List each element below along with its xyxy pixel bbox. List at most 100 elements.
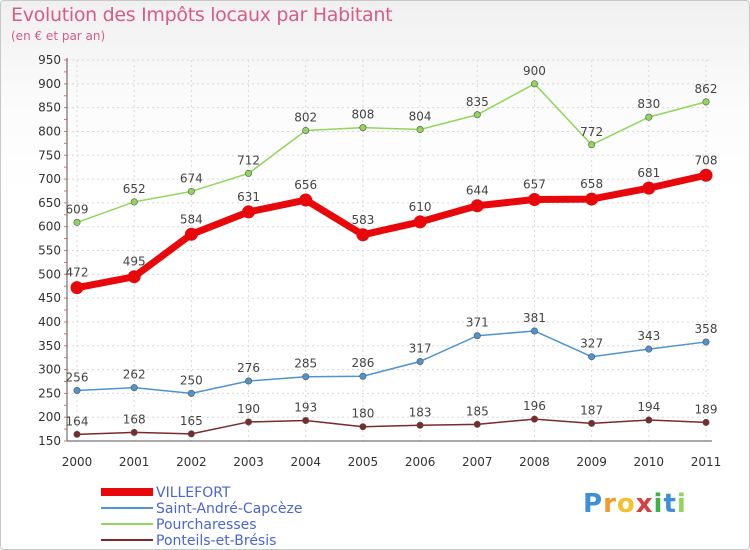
data-point xyxy=(73,387,81,395)
legend-label: Ponteils-et-Brésis xyxy=(156,533,277,549)
y-tick-label: 200 xyxy=(38,410,61,424)
legend-swatch xyxy=(101,539,153,541)
y-tick-label: 350 xyxy=(38,339,61,353)
legend-item: Pourcharesses xyxy=(101,517,302,533)
data-point xyxy=(413,215,427,229)
data-label: 190 xyxy=(237,402,260,416)
chart-subtitle: (en € et par an) xyxy=(11,29,106,43)
data-label: 371 xyxy=(466,316,489,330)
data-label: 164 xyxy=(66,414,89,428)
proxiti-logo: Proxiti xyxy=(583,489,687,519)
series-line-3 xyxy=(76,418,707,436)
data-point xyxy=(645,345,653,353)
y-tick-label: 300 xyxy=(38,363,61,377)
data-point xyxy=(245,169,253,177)
data-label: 657 xyxy=(523,178,546,192)
data-label: 631 xyxy=(237,190,260,204)
data-label: 802 xyxy=(294,110,317,124)
data-label: 712 xyxy=(237,153,260,167)
data-label: 262 xyxy=(123,368,146,382)
data-label: 185 xyxy=(466,404,489,418)
chart-title: Evolution des Impôts locaux par Habitant xyxy=(11,4,393,26)
data-label: 285 xyxy=(294,357,317,371)
data-label: 808 xyxy=(351,108,374,122)
data-label: 830 xyxy=(637,97,660,111)
x-tick-label: 2000 xyxy=(62,455,93,469)
data-point xyxy=(416,421,424,429)
logo-letter: t xyxy=(663,489,677,519)
data-label: 708 xyxy=(695,153,718,167)
legend-swatch xyxy=(101,507,153,509)
x-tick-label: 2005 xyxy=(348,455,379,469)
data-label: 250 xyxy=(180,373,203,387)
y-tick-label: 800 xyxy=(38,124,61,138)
x-tick-label: 2008 xyxy=(519,455,550,469)
data-label: 804 xyxy=(409,110,432,124)
legend-item: Saint-André-Capcèze xyxy=(101,501,302,517)
legend-label: VILLEFORT xyxy=(156,485,231,501)
data-label: 495 xyxy=(123,255,146,269)
legend-label: Saint-André-Capcèze xyxy=(156,501,303,517)
data-point xyxy=(73,430,81,438)
data-label: 180 xyxy=(351,407,374,421)
data-label: 189 xyxy=(695,402,718,416)
logo-letter: i xyxy=(676,489,687,519)
x-tick-label: 2007 xyxy=(462,455,493,469)
data-label: 343 xyxy=(637,329,660,343)
data-point xyxy=(645,416,653,424)
data-point xyxy=(588,353,596,361)
data-point xyxy=(302,373,310,381)
legend-item: Ponteils-et-Brésis xyxy=(101,533,302,549)
y-tick-label: 550 xyxy=(38,244,61,258)
data-label: 168 xyxy=(123,412,146,426)
data-point xyxy=(127,270,141,284)
data-label: 656 xyxy=(294,178,317,192)
y-tick-label: 600 xyxy=(38,220,61,234)
y-tick-label: 700 xyxy=(38,172,61,186)
x-tick-label: 2002 xyxy=(176,455,207,469)
series-line-2 xyxy=(76,83,707,224)
data-label: 187 xyxy=(580,403,603,417)
data-label: 327 xyxy=(580,337,603,351)
data-point xyxy=(642,181,656,195)
data-label: 674 xyxy=(180,171,203,185)
x-tick-label: 2010 xyxy=(634,455,665,469)
data-point xyxy=(530,80,538,88)
logo-letter: r xyxy=(603,489,617,519)
data-point xyxy=(699,168,713,182)
data-label: 381 xyxy=(523,311,546,325)
data-point xyxy=(645,113,653,121)
data-point xyxy=(302,126,310,134)
data-point xyxy=(299,193,313,207)
data-point xyxy=(130,428,138,436)
data-label: 658 xyxy=(580,177,603,191)
data-point xyxy=(359,372,367,380)
data-point xyxy=(242,205,256,219)
data-point xyxy=(184,227,198,241)
data-label: 772 xyxy=(580,125,603,139)
data-label: 583 xyxy=(351,213,374,227)
y-tick-label: 500 xyxy=(38,267,61,281)
data-label: 584 xyxy=(180,212,203,226)
y-tick-label: 650 xyxy=(38,196,61,210)
logo-letter: P xyxy=(583,489,604,519)
y-tick-label: 950 xyxy=(38,53,61,67)
data-point xyxy=(302,417,310,425)
data-point xyxy=(359,124,367,132)
y-tick-label: 900 xyxy=(38,77,61,91)
data-label: 183 xyxy=(409,405,432,419)
chart-legend: VILLEFORT Saint-André-Capcèze Pourcharesse… xyxy=(101,485,302,549)
data-point xyxy=(73,218,81,226)
x-tick-label: 2001 xyxy=(119,455,150,469)
data-point xyxy=(245,418,253,426)
legend-swatch xyxy=(101,523,153,525)
data-point xyxy=(527,193,541,207)
y-tick-label: 400 xyxy=(38,315,61,329)
data-point xyxy=(530,415,538,423)
data-point xyxy=(585,192,599,206)
data-label: 681 xyxy=(637,166,660,180)
data-point xyxy=(470,199,484,213)
data-point xyxy=(359,423,367,431)
data-point xyxy=(416,126,424,134)
